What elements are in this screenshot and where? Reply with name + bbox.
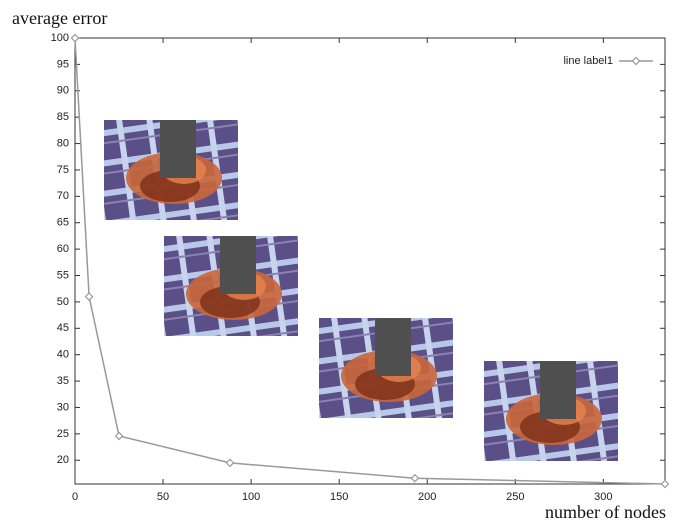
y-tick-label: 30 [57, 401, 69, 413]
y-tick-label: 55 [57, 269, 69, 281]
y-tick-label: 45 [57, 322, 69, 334]
y-axis-label: average error [12, 8, 107, 28]
y-tick-label: 95 [57, 58, 69, 70]
y-tick-label: 20 [57, 454, 69, 466]
legend-label: line label1 [563, 55, 613, 67]
point-marker [660, 479, 670, 489]
y-tick-label: 25 [57, 428, 69, 440]
plot-frame [74, 37, 666, 485]
point-marker [70, 33, 80, 43]
y-tick-label: 100 [51, 32, 69, 44]
inset-images [104, 120, 618, 461]
y-tick-label: 65 [57, 217, 69, 229]
x-axis-label: number of nodes [545, 502, 666, 522]
inset-image [484, 361, 618, 461]
y-tick-label: 90 [57, 85, 69, 97]
x-tick-label: 0 [72, 491, 78, 503]
y-tick-label: 75 [57, 164, 69, 176]
inset-image [104, 120, 238, 220]
y-tick-label: 60 [57, 243, 69, 255]
x-tick-label: 100 [242, 491, 260, 503]
x-tick-label: 150 [330, 491, 348, 503]
point-marker [84, 292, 94, 301]
y-tick-label: 85 [57, 111, 69, 123]
y-tick-label: 80 [57, 137, 69, 149]
inset-image [164, 236, 298, 336]
x-tick-label: 50 [157, 491, 169, 503]
legend-swatch [631, 56, 641, 66]
x-tick-label: 300 [594, 491, 612, 503]
x-tick-label: 200 [418, 491, 436, 503]
y-tick-label: 70 [57, 190, 69, 202]
point-marker [225, 458, 235, 468]
point-marker [114, 431, 124, 441]
x-tick-label: 250 [506, 491, 524, 503]
y-tick-label: 50 [57, 296, 69, 308]
series-line [74, 37, 666, 485]
y-tick-label: 40 [57, 349, 69, 361]
inset-image [319, 318, 453, 418]
point-marker [410, 473, 420, 483]
legend: line label1 [563, 55, 653, 67]
y-tick-label: 35 [57, 375, 69, 387]
